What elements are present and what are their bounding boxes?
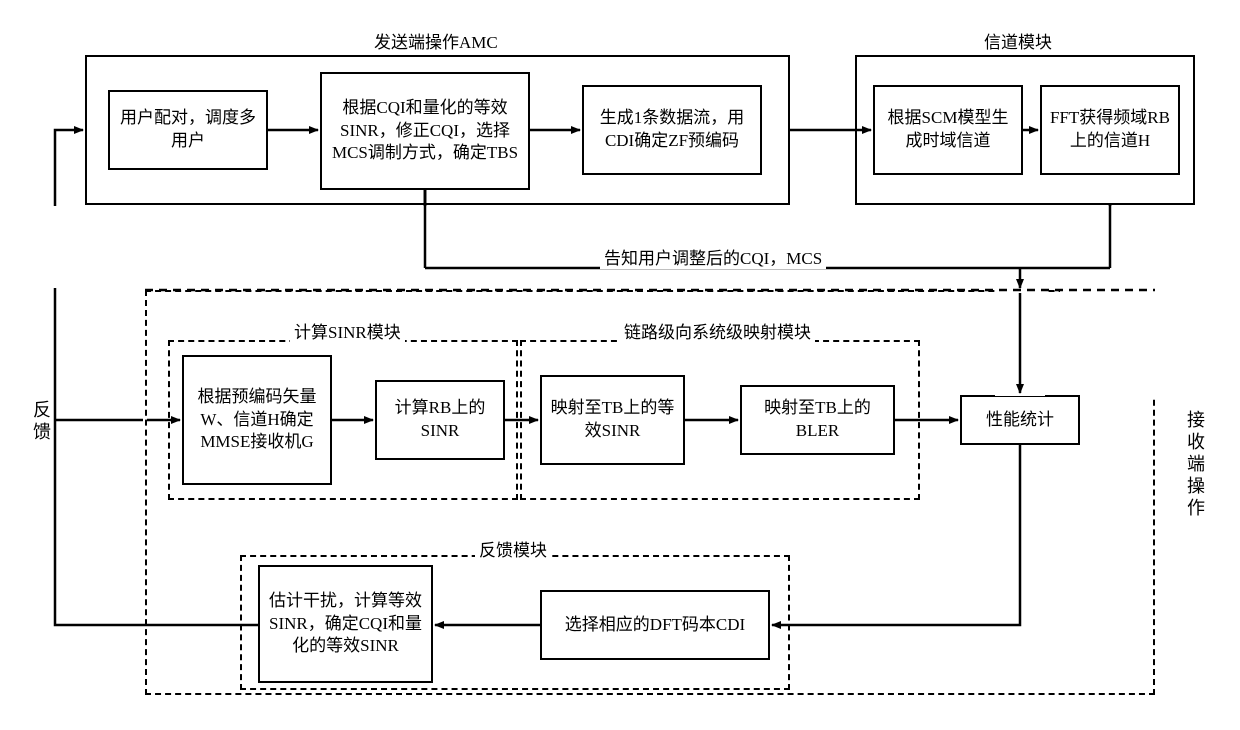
node-calc-rb-sinr: 计算RB上的SINR [375, 380, 505, 460]
group-mapping-module-title: 链路级向系统级映射模块 [620, 318, 815, 343]
node-map-tb-bler: 映射至TB上的BLER [740, 385, 895, 455]
node-cqi-mcs-tbs: 根据CQI和量化的等效SINR，修正CQI，选择MCS调制方式，确定TBS [320, 72, 530, 190]
node-select-dft-cdi: 选择相应的DFT码本CDI [540, 590, 770, 660]
label-feedback-left: 反馈 [28, 400, 54, 444]
group-transmitter-amc-title: 发送端操作AMC [370, 28, 502, 53]
node-perf-stats: 性能统计 [960, 395, 1080, 445]
node-user-pairing: 用户配对，调度多用户 [108, 90, 268, 170]
node-mmse-receiver: 根据预编码矢量W、信道H确定MMSE接收机G [182, 355, 332, 485]
diagram-canvas: 发送端操作AMC 信道模块 计算SINR模块 链路级向系统级映射模块 反馈模块 … [0, 0, 1240, 730]
node-estimate-interference: 估计干扰，计算等效SINR，确定CQI和量化的等效SINR [258, 565, 433, 683]
group-sinr-module-title: 计算SINR模块 [290, 318, 405, 343]
node-map-tb-sinr: 映射至TB上的等效SINR [540, 375, 685, 465]
node-generate-stream-zf: 生成1条数据流，用CDI确定ZF预编码 [582, 85, 762, 175]
group-feedback-module-title: 反馈模块 [475, 536, 551, 561]
label-receiver-ops-right: 接收端操作 [1182, 410, 1208, 520]
node-scm-channel: 根据SCM模型生成时域信道 [873, 85, 1023, 175]
node-fft-channel-h: FFT获得频域RB上的信道H [1040, 85, 1180, 175]
label-tell-user-cqi-mcs-top: 告知用户调整后的CQI，MCS [600, 244, 826, 269]
group-channel-module-title: 信道模块 [980, 28, 1056, 53]
